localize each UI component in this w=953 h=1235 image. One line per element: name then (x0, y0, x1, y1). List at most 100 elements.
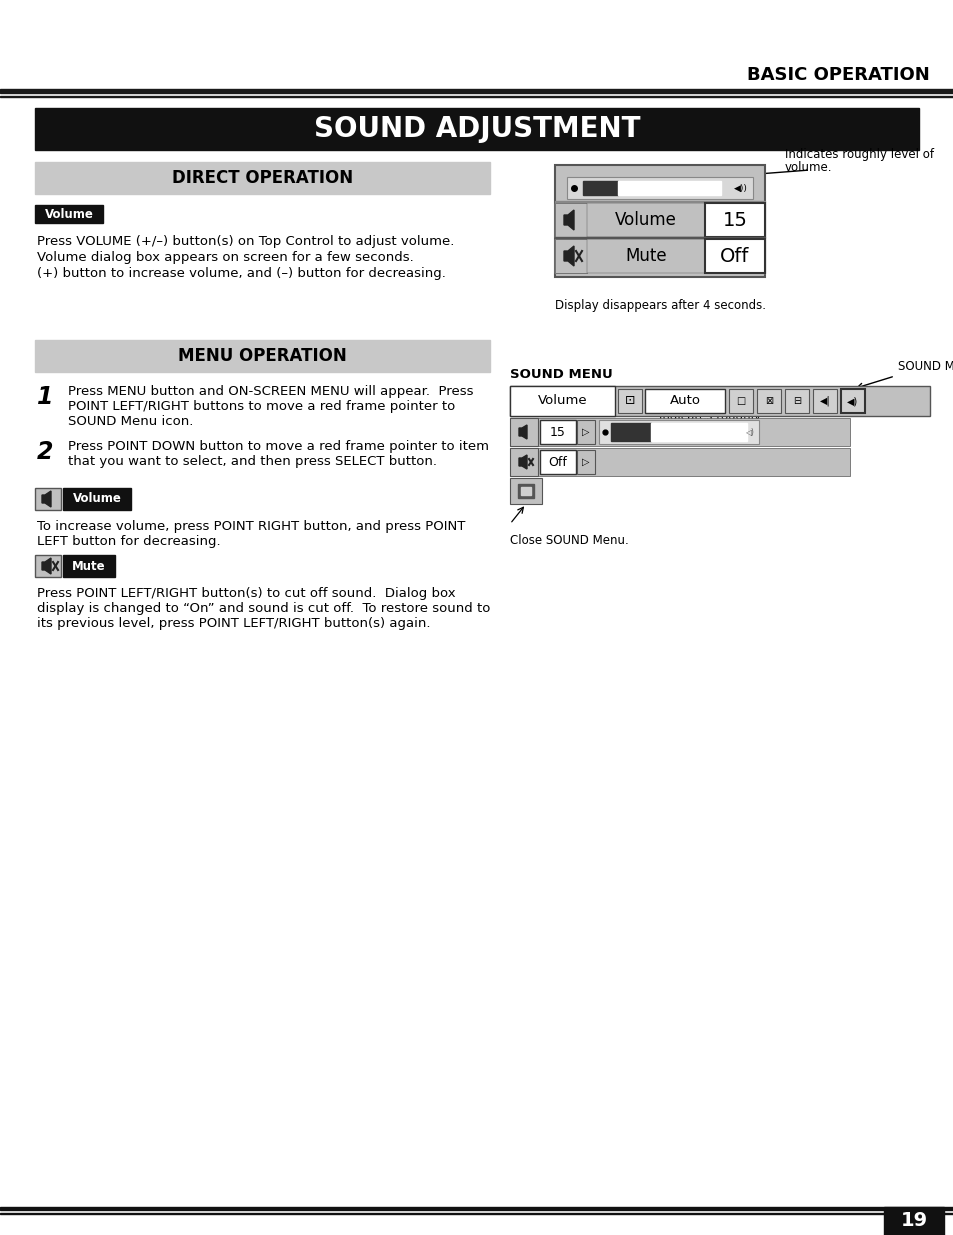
Bar (520, 487, 531, 495)
Bar (0, 95, 953, 98)
Bar (510, 478, 541, 504)
Text: Volume dialog box appears on screen for a few seconds.: Volume dialog box appears on screen for … (37, 251, 414, 264)
Bar (610, 424, 650, 441)
Bar (555, 240, 586, 273)
Bar (0, 1207, 953, 1210)
Bar (586, 240, 704, 273)
Text: Indicates roughly level of: Indicates roughly level of (784, 148, 933, 161)
Text: ▷: ▷ (581, 457, 589, 467)
Text: level of volume.: level of volume. (659, 424, 753, 437)
Bar (841, 389, 864, 412)
Bar (555, 203, 586, 237)
Bar (784, 389, 808, 412)
Text: Mute: Mute (72, 559, 106, 573)
Text: volume.: volume. (784, 161, 832, 174)
Bar (577, 450, 595, 474)
Bar (618, 389, 641, 412)
Bar (650, 424, 746, 441)
Text: ◀|: ◀| (819, 395, 829, 406)
Bar (582, 182, 618, 195)
Text: Volume: Volume (615, 211, 677, 228)
Text: Off: Off (720, 247, 749, 266)
Text: display is changed to “On” and sound is cut off.  To restore sound to: display is changed to “On” and sound is … (37, 601, 490, 615)
Text: Press VOLUME (+/–) button(s) on Top Control to adjust volume.: Press VOLUME (+/–) button(s) on Top Cont… (37, 235, 454, 248)
Text: Press POINT LEFT/RIGHT button(s) to cut off sound.  Dialog box: Press POINT LEFT/RIGHT button(s) to cut … (37, 587, 456, 600)
Polygon shape (518, 454, 526, 469)
Text: Display disappears after 4 seconds.: Display disappears after 4 seconds. (555, 299, 765, 312)
Bar (510, 448, 537, 475)
Bar (577, 420, 595, 445)
Text: ◀)): ◀)) (734, 184, 747, 193)
Bar (704, 240, 764, 273)
Text: □: □ (736, 396, 745, 406)
Bar (555, 236, 764, 238)
Text: Press POINT DOWN button to move a red frame pointer to item: Press POINT DOWN button to move a red fr… (68, 440, 489, 453)
Bar (0, 89, 953, 93)
Bar (35, 107, 918, 149)
Text: SOUND Menu icon: SOUND Menu icon (897, 359, 953, 373)
Bar (883, 1207, 943, 1235)
Text: ⊟: ⊟ (792, 396, 801, 406)
Bar (618, 182, 720, 195)
Text: Indicates roughly: Indicates roughly (659, 410, 760, 424)
Bar (510, 387, 929, 416)
Polygon shape (563, 246, 574, 266)
Text: 19: 19 (900, 1212, 926, 1230)
Text: Volume: Volume (72, 493, 121, 505)
Text: Press MENU button and ON-SCREEN MENU will appear.  Press: Press MENU button and ON-SCREEN MENU wil… (68, 385, 473, 398)
Bar (510, 387, 615, 416)
Text: ◀): ◀) (846, 396, 858, 406)
Bar (517, 484, 534, 498)
Bar (35, 162, 490, 194)
Polygon shape (42, 558, 51, 574)
Text: SOUND Menu icon.: SOUND Menu icon. (68, 415, 193, 429)
Text: 1: 1 (37, 385, 53, 409)
Bar (586, 203, 704, 237)
Text: ⊠: ⊠ (764, 396, 772, 406)
Text: Off: Off (548, 456, 567, 468)
Text: Volume: Volume (537, 394, 587, 408)
Bar (510, 417, 537, 446)
Bar (728, 389, 752, 412)
Text: 15: 15 (721, 210, 746, 230)
Bar (644, 389, 724, 412)
Text: BASIC OPERATION: BASIC OPERATION (746, 65, 929, 84)
Bar (757, 389, 781, 412)
Bar (555, 165, 764, 277)
Text: (+) button to increase volume, and (–) button for decreasing.: (+) button to increase volume, and (–) b… (37, 267, 445, 280)
Text: To increase volume, press POINT RIGHT button, and press POINT: To increase volume, press POINT RIGHT bu… (37, 520, 465, 534)
Text: SOUND MENU: SOUND MENU (510, 368, 612, 382)
Bar (510, 417, 849, 446)
Text: SOUND ADJUSTMENT: SOUND ADJUSTMENT (314, 115, 639, 143)
Bar (555, 203, 764, 237)
Text: that you want to select, and then press SELECT button.: that you want to select, and then press … (68, 454, 436, 468)
Bar (510, 448, 849, 475)
Text: ◁): ◁) (745, 427, 754, 436)
Text: Auto: Auto (669, 394, 700, 408)
Bar (63, 488, 131, 510)
Text: its previous level, press POINT LEFT/RIGHT button(s) again.: its previous level, press POINT LEFT/RIG… (37, 618, 430, 630)
Polygon shape (518, 425, 526, 438)
Text: 15: 15 (550, 426, 565, 438)
Bar (555, 240, 764, 273)
Text: MENU OPERATION: MENU OPERATION (178, 347, 347, 366)
Bar (63, 555, 115, 577)
Text: Close SOUND Menu.: Close SOUND Menu. (510, 534, 628, 547)
Bar (35, 488, 61, 510)
Text: POINT LEFT/RIGHT buttons to move a red frame pointer to: POINT LEFT/RIGHT buttons to move a red f… (68, 400, 455, 412)
Text: ▷: ▷ (581, 427, 589, 437)
Text: Mute: Mute (624, 247, 666, 266)
Polygon shape (42, 492, 51, 508)
Bar (704, 203, 764, 237)
Text: ⊡: ⊡ (624, 394, 635, 408)
Text: Volume: Volume (45, 207, 93, 221)
Bar (35, 340, 490, 372)
Bar (566, 177, 752, 199)
Bar (35, 205, 103, 224)
Text: 2: 2 (37, 440, 53, 464)
Polygon shape (563, 210, 574, 230)
Text: DIRECT OPERATION: DIRECT OPERATION (172, 169, 353, 186)
Bar (598, 420, 759, 445)
Bar (539, 420, 576, 445)
Text: LEFT button for decreasing.: LEFT button for decreasing. (37, 535, 220, 548)
